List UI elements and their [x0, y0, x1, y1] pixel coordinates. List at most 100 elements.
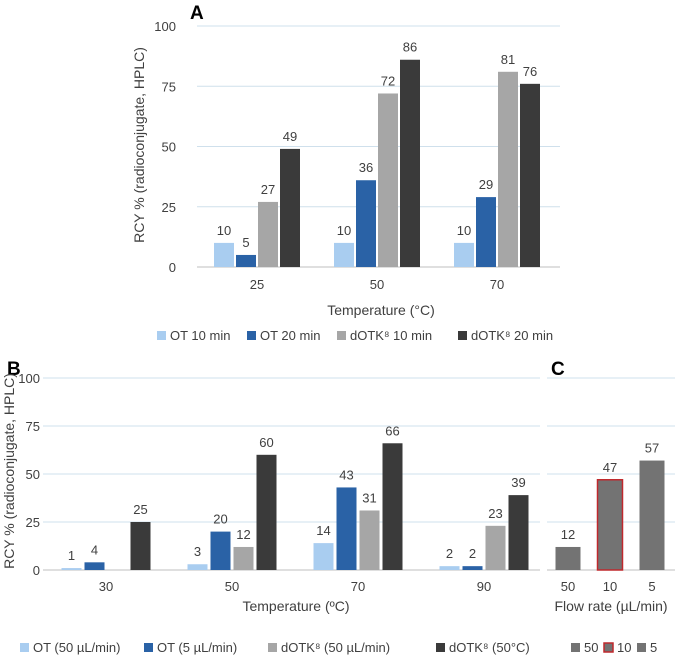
bar: [462, 566, 483, 570]
x-tick-label: 30: [99, 579, 113, 594]
bar: [84, 562, 105, 570]
panel-a: A 0 25 50 75 100 10 5 27 49 10 36 72 86 10 29 81 76 25 5…: [131, 3, 560, 343]
panel-c-bars: [555, 460, 665, 571]
bar: [498, 71, 518, 267]
bar: [439, 566, 460, 570]
x-tick-label: 25: [250, 277, 264, 292]
legend-swatch: [268, 643, 277, 652]
data-label: 27: [261, 182, 275, 197]
data-label: 12: [236, 527, 250, 542]
legend-swatch: [337, 331, 346, 340]
panel-c-x-ticks: 50 10 5: [561, 579, 656, 594]
bar: [378, 93, 398, 267]
y-tick-label: 100: [154, 19, 176, 34]
data-label: 86: [403, 40, 417, 55]
x-tick-label: 5: [648, 579, 655, 594]
bar: [210, 531, 231, 570]
panel-b-x-ticks: 30 50 70 90: [99, 579, 491, 594]
data-label: 47: [603, 460, 617, 475]
y-tick-label: 50: [162, 140, 176, 155]
panel-b-gridlines: [43, 377, 540, 571]
data-label: 12: [561, 527, 575, 542]
legend-label: OT 20 min: [260, 328, 320, 343]
bar: [639, 460, 665, 570]
data-label: 60: [259, 435, 273, 450]
bar: [485, 525, 506, 570]
data-label: 2: [469, 546, 476, 561]
legend-swatch: [144, 643, 153, 652]
legend-swatch: [247, 331, 256, 340]
data-label: 66: [385, 423, 399, 438]
panel-b-y-axis-title: RCY % (radioconjugate, HPLC): [1, 373, 17, 569]
legend-label: 50: [584, 640, 598, 655]
bar: [280, 148, 300, 267]
data-label: 20: [213, 512, 227, 527]
x-tick-label: 50: [370, 277, 384, 292]
panel-a-bars: [214, 59, 540, 267]
data-label: 10: [337, 223, 351, 238]
panel-b-bars: [61, 443, 529, 570]
data-label: 3: [194, 544, 201, 559]
data-label: 36: [359, 160, 373, 175]
legend-label: OT (50 µL/min): [33, 640, 120, 655]
panel-a-x-ticks: 25 50 70: [250, 277, 504, 292]
panel-c-label: C: [551, 359, 565, 380]
legend-swatch: [458, 331, 467, 340]
bar: [214, 242, 234, 267]
x-tick-label: 50: [561, 579, 575, 594]
panel-a-data-labels: 10 5 27 49 10 36 72 86 10 29 81 76: [217, 40, 537, 250]
bar: [334, 242, 354, 267]
legend-swatch: [603, 642, 614, 653]
bar: [256, 454, 277, 570]
legend-label: dOTK⁸ 10 min: [350, 328, 432, 343]
data-label: 72: [381, 73, 395, 88]
legend-label: dOTK⁸ (50 µL/min): [281, 640, 390, 655]
data-label: 14: [316, 523, 330, 538]
y-tick-label: 50: [26, 467, 40, 482]
data-label: 23: [488, 506, 502, 521]
bar: [258, 201, 278, 267]
legend-label: OT (5 µL/min): [157, 640, 237, 655]
y-tick-label: 25: [26, 515, 40, 530]
y-tick-label: 0: [33, 563, 40, 578]
legend-label: 5: [650, 640, 657, 655]
legend-label: dOTK⁸ 20 min: [471, 328, 553, 343]
legend-swatch: [20, 643, 29, 652]
bar: [508, 495, 529, 570]
data-label: 2: [446, 546, 453, 561]
panel-a-x-axis-title: Temperature (°C): [327, 302, 435, 318]
data-label: 57: [645, 441, 659, 456]
bar: [187, 564, 208, 570]
bar: [555, 546, 581, 570]
panel-a-y-ticks: 0 25 50 75 100: [154, 19, 176, 275]
bar: [61, 568, 82, 570]
bar: [596, 479, 624, 571]
data-label: 39: [511, 475, 525, 490]
y-tick-label: 0: [169, 260, 176, 275]
data-label: 31: [362, 490, 376, 505]
y-tick-label: 75: [26, 419, 40, 434]
bar: [382, 443, 403, 570]
panel-c: C 12 47 57 50 10 5 Flow rate (µL/min) 50 10 5: [547, 359, 675, 655]
bar: [313, 543, 334, 570]
panel-b-y-ticks: 0 25 50 75 100: [18, 371, 40, 578]
data-label: 76: [523, 64, 537, 79]
legend-label: dOTK⁸ (50°C): [449, 640, 530, 655]
data-label: 1: [68, 548, 75, 563]
bar: [454, 242, 474, 267]
bar: [476, 197, 496, 267]
x-tick-label: 70: [490, 277, 504, 292]
legend-swatch: [157, 331, 166, 340]
panel-b-label: B: [7, 359, 21, 380]
bar: [233, 546, 254, 570]
panel-c-x-axis-title: Flow rate (µL/min): [554, 598, 667, 614]
bar: [359, 510, 380, 570]
data-label: 5: [242, 235, 249, 250]
bar: [400, 59, 420, 267]
bar: [356, 180, 376, 267]
x-tick-label: 50: [225, 579, 239, 594]
data-label: 10: [217, 223, 231, 238]
legend-swatch: [637, 643, 646, 652]
